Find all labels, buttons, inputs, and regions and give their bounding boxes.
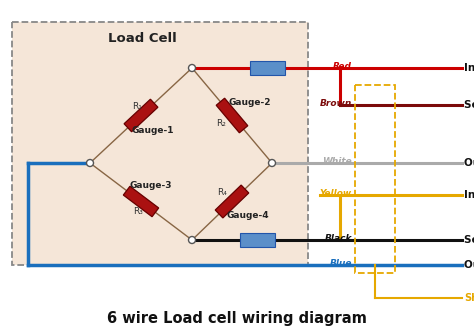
Bar xyxy=(355,85,395,273)
Text: Sense (+): Sense (+) xyxy=(464,100,474,110)
Circle shape xyxy=(189,237,195,244)
Text: Shield: Shield xyxy=(464,293,474,303)
Text: Load Cell: Load Cell xyxy=(108,31,177,45)
Text: R₁: R₁ xyxy=(132,102,142,111)
Text: Gauge-2: Gauge-2 xyxy=(228,98,271,107)
Circle shape xyxy=(189,64,195,72)
Polygon shape xyxy=(123,186,159,217)
Text: Sense (-): Sense (-) xyxy=(464,235,474,245)
Polygon shape xyxy=(124,99,158,132)
Text: Output (+): Output (+) xyxy=(464,260,474,270)
Polygon shape xyxy=(216,98,248,133)
Text: Gauge-1: Gauge-1 xyxy=(131,126,174,135)
Bar xyxy=(250,61,285,75)
Text: 6 wire Load cell wiring diagram: 6 wire Load cell wiring diagram xyxy=(107,311,367,325)
Circle shape xyxy=(268,159,275,167)
Text: R₂: R₂ xyxy=(216,119,226,128)
Text: Input (+): Input (+) xyxy=(464,63,474,73)
Text: Output (-): Output (-) xyxy=(464,158,474,168)
Text: Gauge-4: Gauge-4 xyxy=(227,212,269,220)
Bar xyxy=(12,22,308,265)
Circle shape xyxy=(86,159,93,167)
Text: Gauge-3: Gauge-3 xyxy=(130,181,173,190)
Text: Red: Red xyxy=(333,62,352,71)
Text: Black: Black xyxy=(325,234,352,243)
Bar xyxy=(240,233,275,247)
Text: R₃: R₃ xyxy=(133,207,143,215)
Text: Blue: Blue xyxy=(329,259,352,268)
Text: Brown: Brown xyxy=(320,99,352,108)
Polygon shape xyxy=(215,185,249,218)
Text: White: White xyxy=(322,157,352,166)
Text: Input (-): Input (-) xyxy=(464,190,474,200)
Text: Yellow: Yellow xyxy=(320,189,352,198)
Text: R₄: R₄ xyxy=(217,188,227,197)
